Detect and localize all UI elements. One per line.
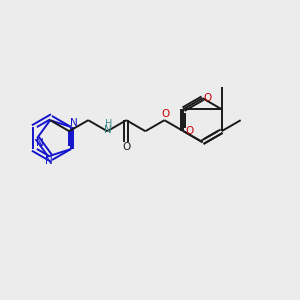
Text: N: N xyxy=(70,118,78,128)
Text: N: N xyxy=(36,138,44,148)
Text: N: N xyxy=(45,156,53,166)
Text: N: N xyxy=(104,125,112,135)
Text: O: O xyxy=(161,109,169,119)
Text: O: O xyxy=(203,93,212,103)
Text: H: H xyxy=(105,119,112,129)
Text: O: O xyxy=(185,126,194,136)
Text: O: O xyxy=(122,142,130,152)
